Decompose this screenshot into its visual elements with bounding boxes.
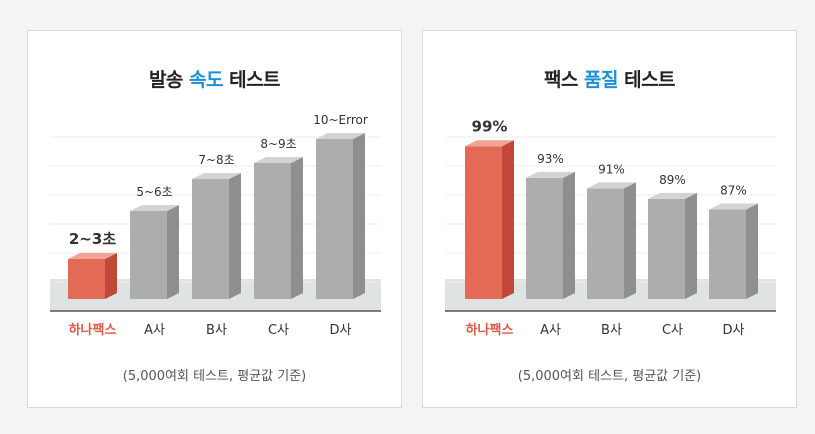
data-label-2: 7~8초	[198, 153, 234, 167]
category-label-1: A사	[540, 323, 561, 338]
title-highlight: 품질	[584, 69, 618, 91]
category-label-3: C사	[268, 323, 289, 338]
title-highlight: 속도	[189, 69, 223, 91]
chart-title: 발송 속도 테스트	[28, 65, 401, 92]
bar-1	[526, 171, 575, 299]
title-prefix: 발송	[148, 69, 190, 91]
category-label-2: B사	[601, 323, 622, 338]
category-label-4: D사	[330, 323, 352, 338]
category-label-0: 하나팩스	[466, 322, 514, 338]
chart-note: (5,000여회 테스트, 평균값 기준)	[122, 369, 307, 384]
data-label-2: 91%	[598, 162, 625, 176]
category-label-0: 하나팩스	[69, 322, 117, 338]
quality-test-panel: 팩스 품질 테스트 99% 하나팩스 93% A사 91% B사 89% C사 87% D사 (5…	[422, 30, 797, 408]
title-suffix: 테스트	[617, 69, 676, 91]
data-label-0: 99%	[472, 117, 508, 135]
data-label-4: 10~Error	[313, 113, 368, 127]
bar-0	[465, 140, 514, 299]
bar-4	[316, 133, 365, 299]
data-label-3: 89%	[659, 173, 686, 187]
category-label-2: B사	[206, 323, 227, 338]
category-label-1: A사	[144, 323, 165, 338]
bar-4	[709, 203, 758, 299]
title-suffix: 테스트	[222, 69, 281, 91]
bar-3	[648, 192, 697, 299]
bar-3	[254, 157, 303, 299]
bar-2	[192, 173, 241, 299]
data-label-1: 93%	[537, 152, 564, 166]
bar-0	[68, 253, 117, 299]
data-label-3: 8~9초	[260, 137, 296, 151]
data-label-4: 87%	[720, 183, 747, 197]
data-label-0: 2~3초	[69, 230, 116, 248]
data-label-1: 5~6초	[136, 185, 172, 199]
bar-2	[587, 182, 636, 299]
category-label-4: D사	[723, 323, 745, 338]
bar-1	[130, 205, 179, 299]
title-prefix: 팩스	[543, 69, 585, 91]
category-label-3: C사	[662, 323, 683, 338]
chart-note: (5,000여회 테스트, 평균값 기준)	[517, 369, 702, 384]
chart-title: 팩스 품질 테스트	[423, 65, 796, 92]
quality-bar-chart: 99% 하나팩스 93% A사 91% B사 89% C사 87% D사	[445, 117, 776, 338]
